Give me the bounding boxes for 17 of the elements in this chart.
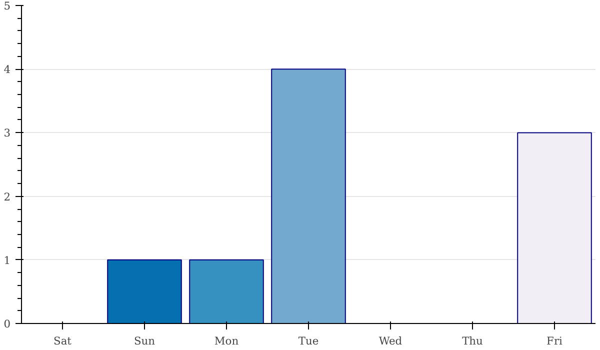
x-tick-label: Sat: [54, 334, 72, 348]
x-tick-label: Mon: [214, 334, 239, 348]
bar: [107, 259, 182, 324]
x-tick-label: Sun: [134, 334, 156, 348]
bar: [189, 259, 264, 324]
bar: [271, 68, 346, 324]
x-tick-label: Wed: [378, 334, 402, 348]
y-tick-label: 5: [4, 0, 10, 12]
bar: [517, 132, 592, 324]
x-tick-label: Fri: [546, 334, 564, 348]
y-tick-label: 1: [4, 254, 10, 267]
y-tick-label: 2: [4, 190, 10, 204]
x-tick-label: Thu: [462, 334, 484, 348]
y-tick-label: 4: [4, 63, 11, 76]
y-tick-label: 3: [4, 126, 10, 140]
y-tick-label: 0: [4, 318, 11, 330]
x-tick-label: Tue: [298, 334, 319, 348]
